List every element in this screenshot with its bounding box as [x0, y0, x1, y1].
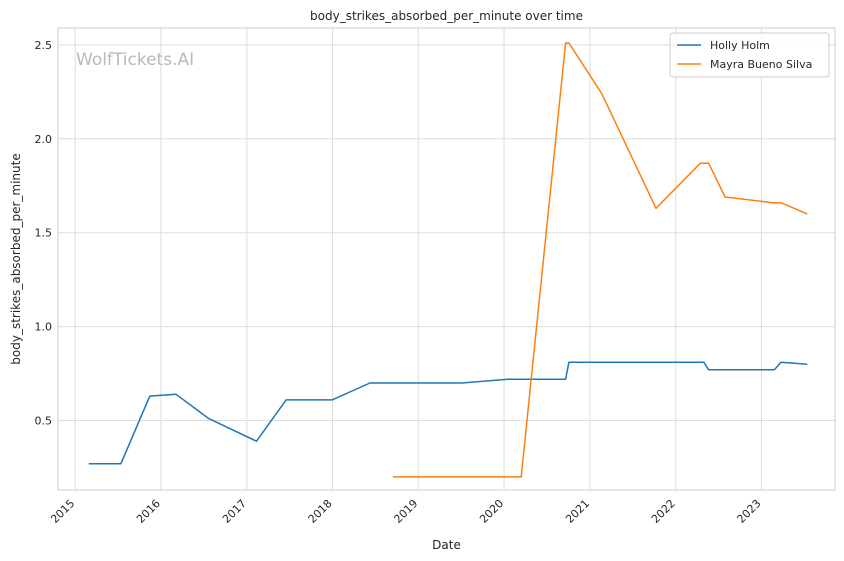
series-line-holly-holm [88, 361, 808, 465]
legend-box [669, 32, 830, 78]
x-tick-label: 2019 [391, 497, 420, 526]
y-tick-label: 2.5 [35, 39, 53, 52]
x-tick-labels: 2015 2016 2017 2018 2019 2020 2021 2022 2023 [48, 497, 763, 526]
grid-lines [58, 28, 835, 490]
x-tick-label: 2017 [220, 497, 249, 526]
x-axis-title: Date [432, 538, 461, 552]
legend-label-mayra-bueno-silva: Mayra Bueno Silva [710, 58, 812, 71]
y-tick-labels: 0.5 1.0 1.5 2.0 2.5 [35, 39, 53, 428]
y-axis-title: body_strikes_absorbed_per_minute [9, 153, 23, 364]
y-tick-label: 1.0 [35, 321, 53, 334]
chart-title: body_strikes_absorbed_per_minute over ti… [310, 9, 583, 23]
x-tick-label: 2015 [48, 497, 77, 526]
plot-background [58, 28, 835, 490]
y-tick-label: 2.0 [35, 133, 53, 146]
x-tick-label: 2021 [563, 497, 592, 526]
legend: Holly Holm Mayra Bueno Silva [669, 32, 830, 78]
x-tick-label: 2016 [134, 497, 163, 526]
y-tick-label: 0.5 [35, 415, 53, 428]
plot-frame [57, 27, 836, 491]
series-layer [88, 42, 808, 478]
y-tick-label: 1.5 [35, 227, 53, 240]
legend-label-holly-holm: Holly Holm [710, 39, 770, 52]
x-tick-label: 2018 [306, 497, 335, 526]
watermark-text: WolfTickets.AI [76, 50, 194, 70]
x-tick-label: 2022 [649, 497, 678, 526]
x-tick-label: 2020 [477, 497, 506, 526]
series-line-mayra-bueno-silva [392, 42, 808, 478]
x-tick-label: 2023 [735, 497, 764, 526]
